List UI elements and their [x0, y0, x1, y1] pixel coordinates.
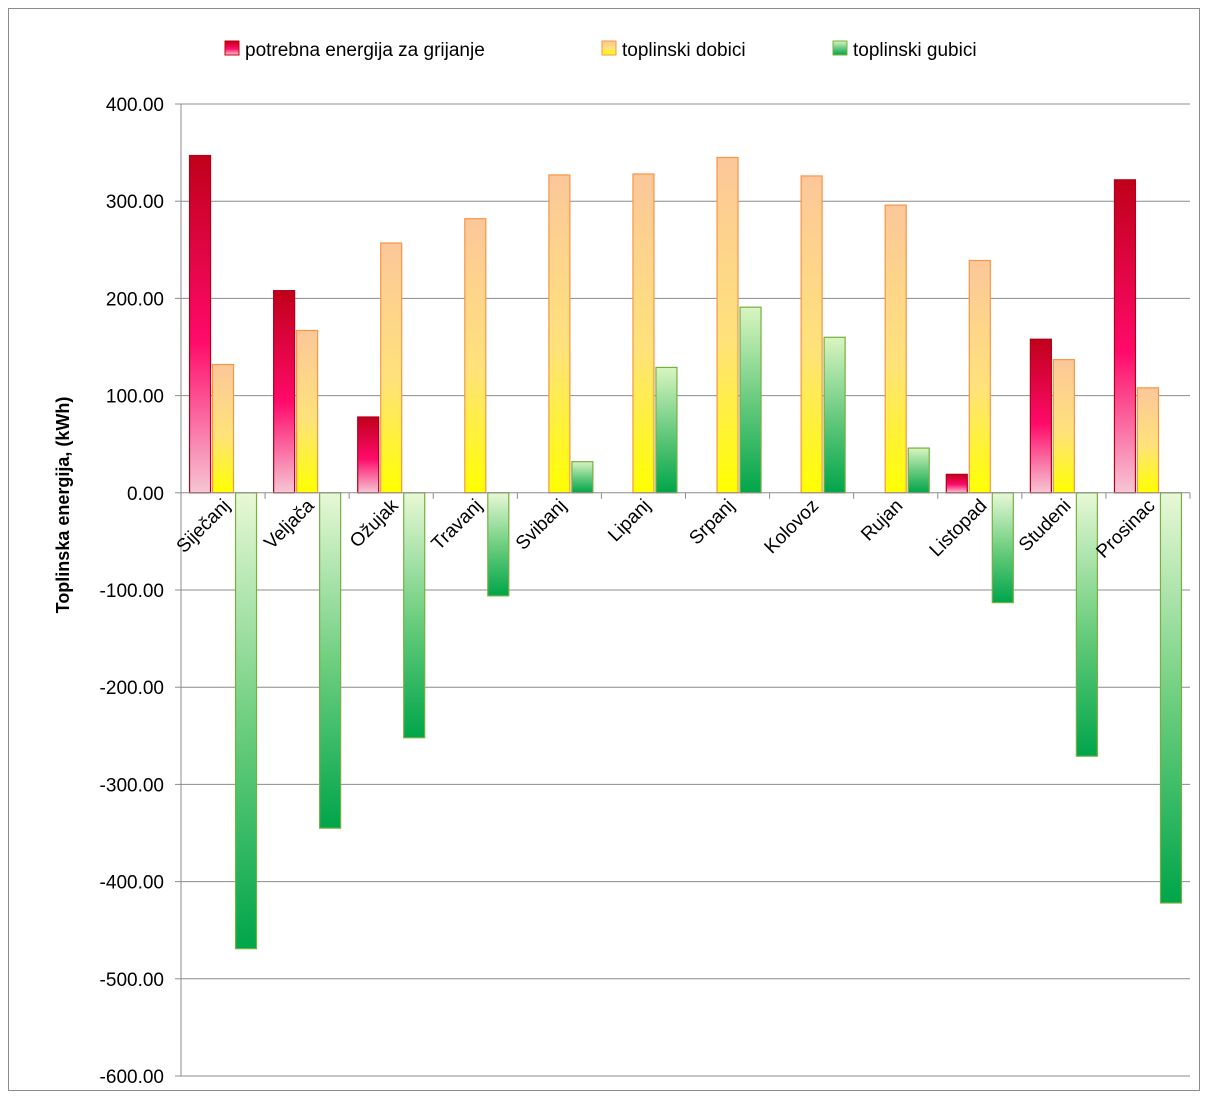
bar-toplinski-gubici: [823, 336, 846, 494]
y-tick-labels: 400.00 300.00 200.00 100.00 0.00 -100.00 -200.…: [100, 95, 164, 1088]
y-tick-label: -300.00: [100, 775, 164, 796]
legend: potrebna energija za grijanje toplinski …: [224, 40, 977, 61]
bar-toplinski-dobici: [380, 242, 403, 494]
category-label: Travanj: [428, 495, 487, 554]
y-tick-label: -400.00: [100, 873, 164, 894]
category-label: Srpanj: [685, 495, 739, 549]
bar-toplinski-dobici: [632, 173, 655, 494]
category-label: Svibanj: [512, 495, 571, 554]
legend-swatch-series-2: [832, 40, 848, 56]
category-label: Kolovoz: [761, 495, 824, 558]
y-tick-label: -500.00: [100, 970, 164, 991]
category-label: Listopad: [926, 495, 992, 561]
y-tick-label: -600.00: [100, 1067, 164, 1088]
bar-toplinski-gubici: [907, 447, 930, 494]
bar-toplinski-gubici: [403, 492, 426, 739]
y-tick-label: 300.00: [106, 192, 164, 213]
y-tick-label: 400.00: [106, 95, 164, 116]
bar-toplinski-gubici: [1159, 492, 1183, 904]
category-label: Ožujak: [346, 495, 403, 552]
y-tick-label: -100.00: [100, 581, 164, 602]
y-tick-label: 0.00: [127, 484, 164, 505]
bar-toplinski-gubici: [571, 461, 594, 494]
bar-toplinski-gubici: [234, 492, 258, 950]
gridlines: [175, 103, 1190, 1077]
legend-label-series-1: toplinski dobici: [622, 40, 746, 61]
y-axis-title: Toplinska energija, (kWh): [53, 397, 73, 614]
bar-potrebna-energija-za-grijanje: [357, 416, 380, 494]
axes: [180, 104, 1191, 1076]
bar-potrebna-energija-za-grijanje: [1113, 179, 1137, 494]
bar-toplinski-dobici: [1052, 359, 1075, 494]
bar-toplinski-dobici: [800, 175, 823, 494]
category-label: Siječanj: [173, 495, 235, 557]
bar-toplinski-gubici: [655, 366, 678, 494]
legend-swatch-series-0: [224, 40, 240, 56]
category-label: Veljača: [260, 495, 318, 553]
y-tick-label: 100.00: [106, 387, 164, 408]
bar-toplinski-dobici: [716, 156, 739, 494]
bar-toplinski-dobici: [1136, 387, 1160, 494]
bar-toplinski-dobici: [968, 259, 991, 494]
category-label: Prosinac: [1092, 495, 1159, 562]
legend-swatch-series-1: [601, 40, 617, 56]
bar-toplinski-gubici: [1075, 492, 1098, 757]
category-label: Lipanj: [604, 495, 655, 546]
y-tick-label: -200.00: [100, 678, 164, 699]
legend-label-series-0: potrebna energija za grijanje: [245, 40, 485, 61]
bar-toplinski-dobici: [548, 174, 571, 494]
bar-potrebna-energija-za-grijanje: [1029, 338, 1052, 494]
bar-toplinski-gubici: [739, 306, 762, 494]
legend-label-series-2: toplinski gubici: [853, 40, 977, 61]
bar-toplinski-gubici: [991, 492, 1014, 604]
category-label: Rujan: [857, 495, 907, 545]
bar-toplinski-dobici: [296, 329, 319, 494]
bar-potrebna-energija-za-grijanje: [188, 154, 212, 494]
bar-potrebna-energija-za-grijanje: [273, 290, 296, 494]
bar-toplinski-dobici: [211, 363, 235, 494]
bar-toplinski-gubici: [319, 492, 342, 829]
category-label: Studeni: [1015, 495, 1075, 555]
bar-toplinski-gubici: [487, 492, 510, 597]
y-tick-label: 200.00: [106, 289, 164, 310]
bar-potrebna-energija-za-grijanje: [945, 473, 968, 494]
bars: [188, 154, 1183, 950]
bar-toplinski-dobici: [884, 204, 907, 494]
bar-toplinski-dobici: [464, 218, 487, 494]
